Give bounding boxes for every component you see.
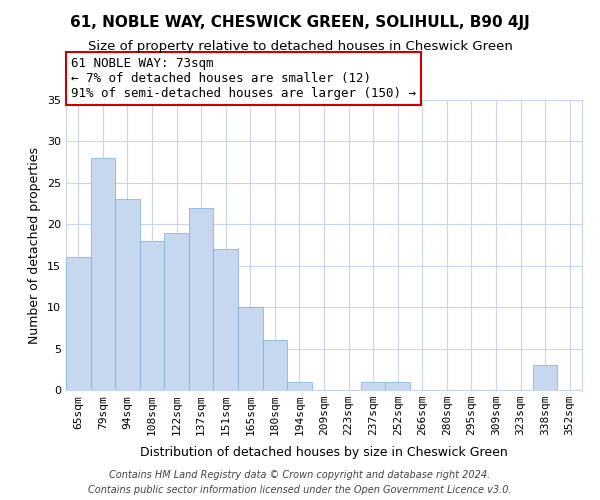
Bar	[66, 258, 91, 390]
X-axis label: Distribution of detached houses by size in Cheswick Green: Distribution of detached houses by size …	[140, 446, 508, 460]
Bar	[91, 158, 115, 390]
Bar	[238, 307, 263, 390]
Bar	[214, 249, 238, 390]
Text: Size of property relative to detached houses in Cheswick Green: Size of property relative to detached ho…	[88, 40, 512, 53]
Y-axis label: Number of detached properties: Number of detached properties	[28, 146, 41, 344]
Bar	[533, 365, 557, 390]
Text: 61 NOBLE WAY: 73sqm
← 7% of detached houses are smaller (12)
91% of semi-detache: 61 NOBLE WAY: 73sqm ← 7% of detached hou…	[71, 57, 416, 100]
Bar	[287, 382, 312, 390]
Bar	[263, 340, 287, 390]
Bar	[385, 382, 410, 390]
Text: 61, NOBLE WAY, CHESWICK GREEN, SOLIHULL, B90 4JJ: 61, NOBLE WAY, CHESWICK GREEN, SOLIHULL,…	[70, 15, 530, 30]
Bar	[140, 241, 164, 390]
Bar	[164, 232, 189, 390]
Text: Contains public sector information licensed under the Open Government Licence v3: Contains public sector information licen…	[88, 485, 512, 495]
Text: Contains HM Land Registry data © Crown copyright and database right 2024.: Contains HM Land Registry data © Crown c…	[109, 470, 491, 480]
Bar	[361, 382, 385, 390]
Bar	[115, 200, 140, 390]
Bar	[189, 208, 214, 390]
